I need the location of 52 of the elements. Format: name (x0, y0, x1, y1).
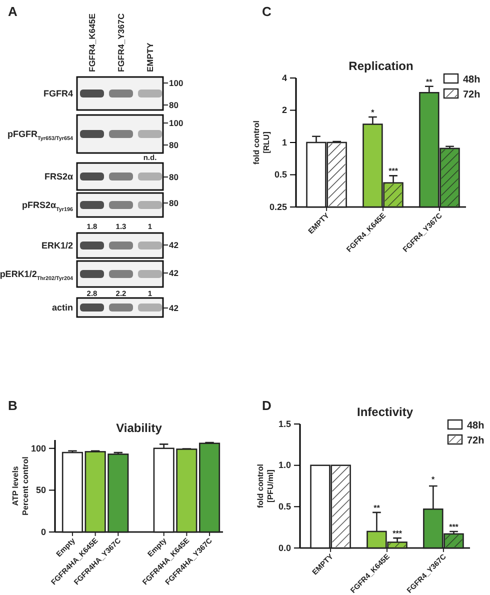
text: A (8, 4, 18, 19)
text: 80 (169, 198, 179, 208)
text: D (262, 398, 272, 413)
y-axis-title: fold control [RLU] (252, 120, 271, 164)
annotation: ** (374, 503, 381, 512)
annotation: *** (449, 522, 460, 532)
y-tick-label: 1.0 (278, 460, 291, 470)
text: 80 (169, 140, 179, 150)
category-label: FGFR4_Y367C (116, 13, 126, 72)
text: pFRS2α$_{Tyr196}$ (22, 200, 73, 213)
text: FRS2α (44, 172, 74, 182)
legend-label: 48h (463, 74, 480, 86)
chart-title: Viability (116, 421, 162, 435)
category-label: FGFR4_K645E (87, 13, 97, 72)
annotation: * (431, 475, 436, 484)
text: 80 (169, 172, 179, 182)
chart-title: Replication (348, 59, 414, 73)
annotation: *** (392, 529, 403, 538)
y-tick-label: 0.5 (278, 502, 291, 512)
y-tick-label: 0.25 (269, 202, 287, 212)
annotation: ** (426, 77, 434, 86)
text: C (262, 4, 272, 19)
y-tick-label: 1 (282, 137, 287, 148)
y-tick-label: 50 (36, 485, 46, 496)
text: ERK1/2 (41, 240, 73, 250)
legend-label: 48h (467, 420, 484, 432)
text: 42 (169, 268, 179, 278)
text: FGFR4 (43, 88, 73, 98)
category-label: EMPTY (145, 42, 155, 72)
y-tick-label: 100 (30, 443, 46, 454)
text: 80 (169, 100, 179, 110)
legend-label: 72h (467, 436, 484, 446)
text: pERK1/2$_{Thr202/Tyr204}$ (0, 269, 73, 282)
y-axis-title: ATP levels Percent control (11, 456, 30, 516)
annotation: * (371, 108, 376, 117)
y-axis-title: fold control [PFU/ml] (256, 464, 275, 508)
y-tick-label: 1.5 (278, 418, 291, 429)
text: pFGFR$_{Tyr653/Tyr654}$ (8, 129, 73, 142)
y-tick-label: 2 (282, 105, 287, 116)
text: 100 (169, 78, 184, 88)
y-tick-label: 0.5 (274, 170, 287, 180)
y-tick-label: 0.0 (278, 542, 291, 553)
legend-label: 72h (463, 90, 480, 100)
chart-title: Infectivity (356, 405, 414, 419)
y-tick-label: 0 (40, 526, 46, 537)
text: 100 (169, 118, 184, 128)
text: actin (52, 302, 73, 312)
text: B (8, 398, 18, 413)
annotation: *** (388, 166, 399, 176)
text: 42 (169, 303, 179, 313)
y-tick-label: 4 (282, 72, 287, 83)
text: 42 (169, 240, 179, 250)
